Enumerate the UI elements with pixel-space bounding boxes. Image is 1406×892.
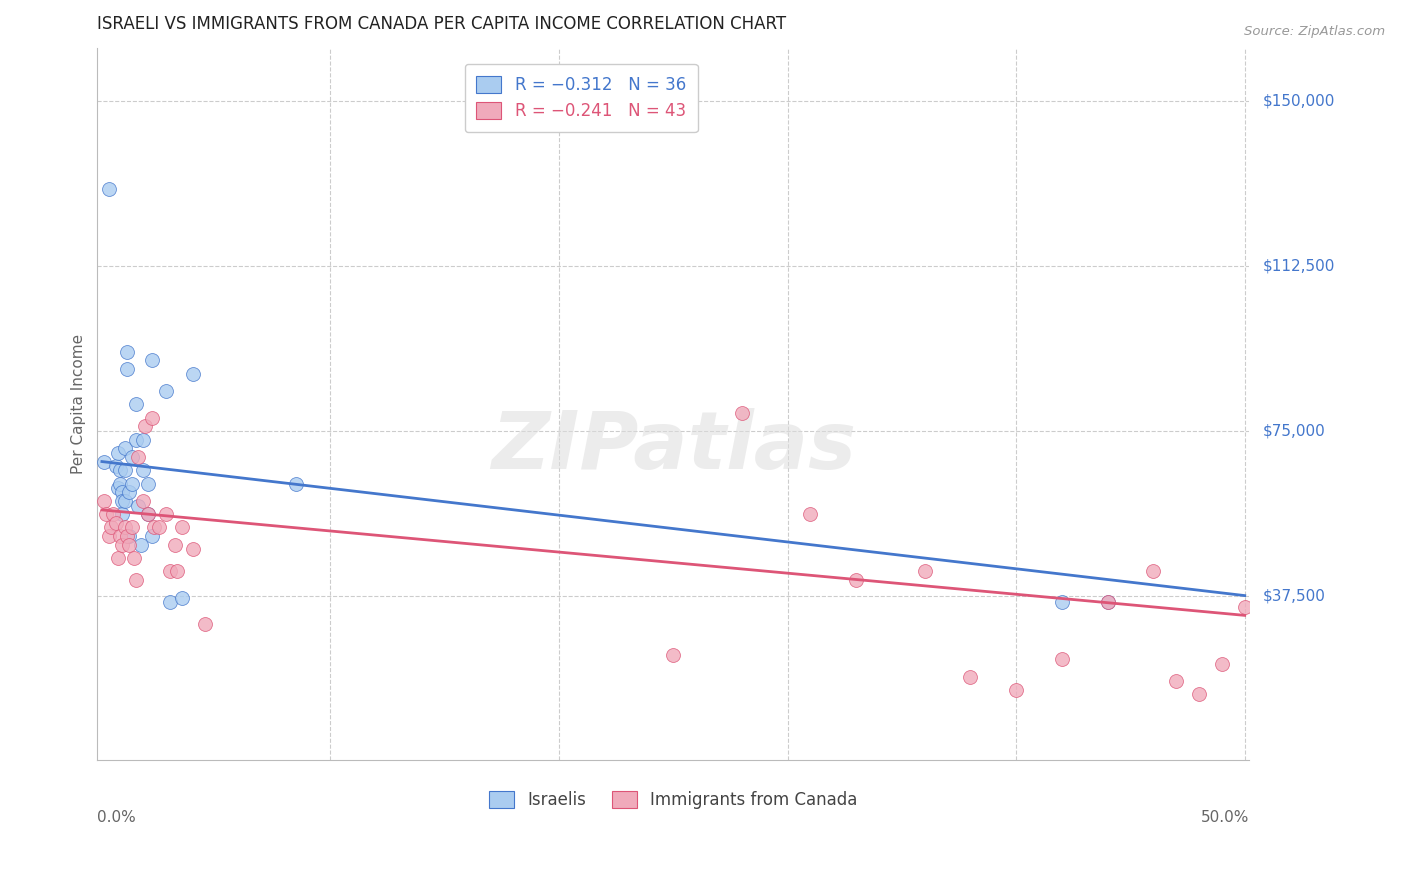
Point [104, 516, 127, 530]
Point [136, 476, 159, 491]
Point [104, 458, 127, 473]
Text: ISRAELI VS IMMIGRANTS FROM CANADA PER CAPITA INCOME CORRELATION CHART: ISRAELI VS IMMIGRANTS FROM CANADA PER CA… [97, 15, 786, 33]
Point [132, 433, 155, 447]
Point [141, 410, 163, 425]
Text: $150,000: $150,000 [1263, 94, 1336, 109]
Point [118, 538, 141, 552]
Point [132, 463, 155, 477]
Text: $37,500: $37,500 [1263, 588, 1326, 603]
Point [93, 494, 115, 508]
Point [914, 565, 936, 579]
Point [111, 538, 134, 552]
Point [111, 485, 134, 500]
Point [136, 508, 159, 522]
Point [115, 362, 138, 376]
Text: 0.0%: 0.0% [97, 810, 136, 825]
Point [114, 494, 136, 508]
Point [1142, 565, 1164, 579]
Point [845, 573, 868, 587]
Point [108, 529, 131, 543]
Point [108, 476, 131, 491]
Point [121, 450, 143, 465]
Point [959, 670, 981, 684]
Point [1233, 599, 1256, 614]
Point [107, 481, 129, 495]
Point [1005, 683, 1028, 698]
Point [285, 476, 308, 491]
Point [194, 617, 217, 632]
Point [143, 520, 166, 534]
Point [1050, 652, 1073, 666]
Point [1188, 688, 1211, 702]
Point [166, 565, 188, 579]
Point [121, 476, 143, 491]
Point [111, 494, 134, 508]
Point [111, 508, 134, 522]
Point [165, 538, 187, 552]
Point [170, 591, 193, 605]
Point [799, 508, 821, 522]
Point [662, 648, 685, 662]
Point [136, 508, 159, 522]
Point [118, 485, 141, 500]
Point [125, 573, 148, 587]
Point [1211, 657, 1233, 671]
Text: Source: ZipAtlas.com: Source: ZipAtlas.com [1244, 25, 1385, 38]
Point [183, 367, 205, 381]
Point [108, 463, 131, 477]
Point [103, 508, 125, 522]
Point [159, 565, 181, 579]
Point [115, 529, 138, 543]
Point [114, 463, 136, 477]
Point [115, 344, 138, 359]
Point [731, 406, 754, 420]
Point [125, 397, 148, 411]
Point [100, 520, 122, 534]
Point [155, 508, 177, 522]
Point [134, 419, 156, 434]
Y-axis label: Per Capita Income: Per Capita Income [72, 334, 86, 475]
Point [183, 542, 205, 557]
Point [148, 520, 170, 534]
Point [141, 529, 163, 543]
Point [121, 520, 143, 534]
Point [1166, 674, 1188, 689]
Point [107, 446, 129, 460]
Point [125, 433, 148, 447]
Text: 50.0%: 50.0% [1201, 810, 1250, 825]
Point [129, 538, 152, 552]
Point [128, 499, 150, 513]
Point [170, 520, 193, 534]
Point [1050, 595, 1073, 609]
Point [159, 595, 181, 609]
Point [114, 442, 136, 456]
Point [118, 529, 141, 543]
Legend: Israelis, Immigrants from Canada: Israelis, Immigrants from Canada [482, 785, 863, 816]
Point [97, 529, 120, 543]
Point [96, 508, 118, 522]
Point [155, 384, 177, 399]
Point [107, 551, 129, 566]
Point [122, 551, 145, 566]
Point [97, 182, 120, 196]
Point [1097, 595, 1119, 609]
Text: $75,000: $75,000 [1263, 424, 1326, 438]
Point [1097, 595, 1119, 609]
Text: $112,500: $112,500 [1263, 259, 1336, 274]
Point [93, 454, 115, 468]
Point [141, 353, 163, 368]
Point [114, 520, 136, 534]
Point [128, 450, 150, 465]
Text: ZIPatlas: ZIPatlas [491, 409, 856, 486]
Point [132, 494, 155, 508]
